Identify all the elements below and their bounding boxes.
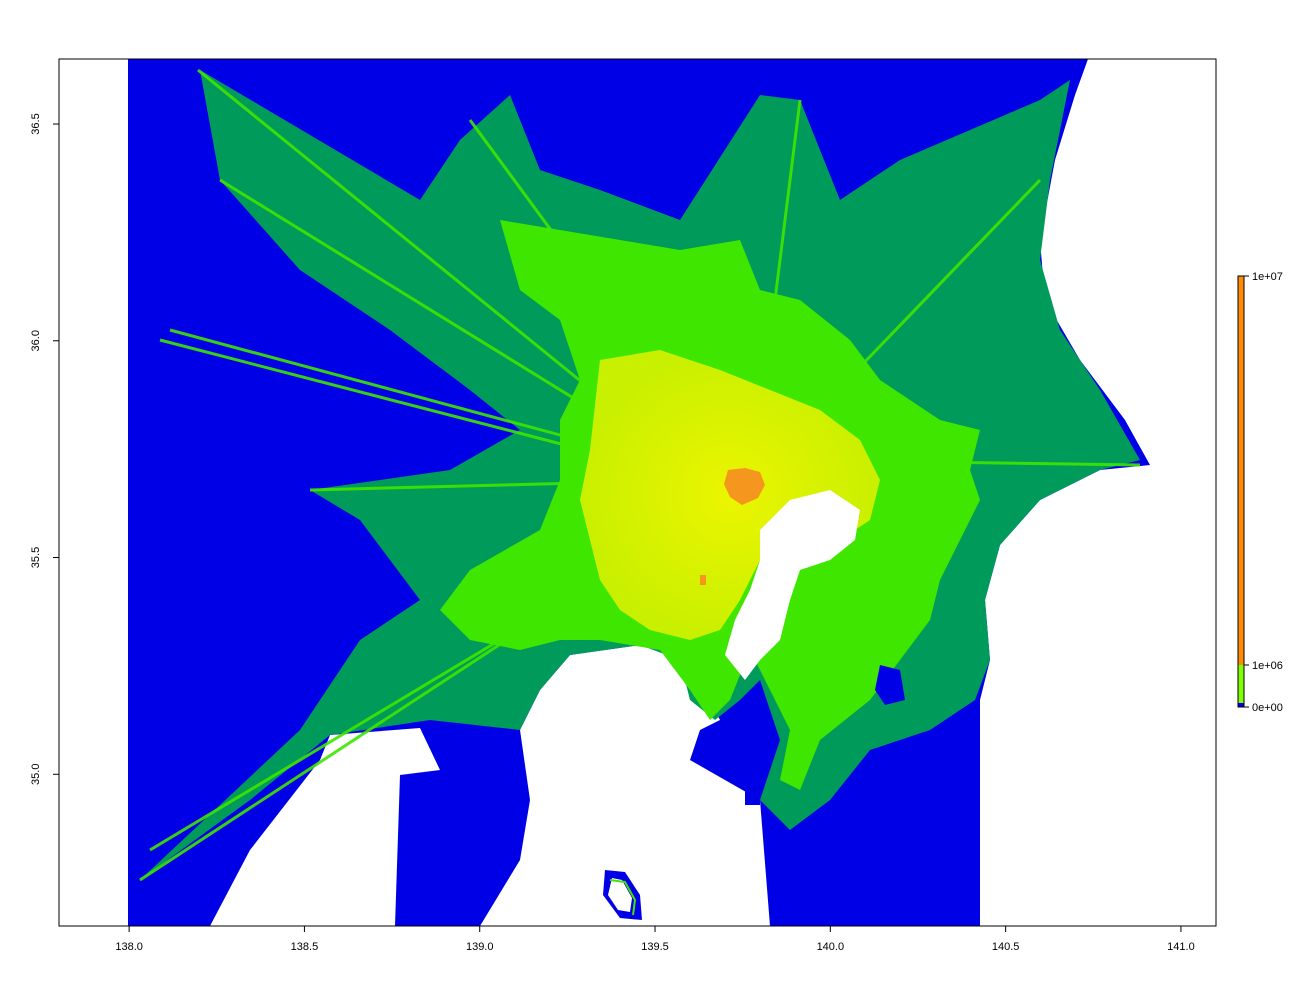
raster-layer xyxy=(128,59,1216,926)
plot-frame xyxy=(58,58,1217,927)
y-tick-label: 36.5 xyxy=(30,113,42,134)
y-tick-label: 35.5 xyxy=(30,547,42,568)
pacific-ocean-east xyxy=(980,59,1216,926)
legend: 0e+00 1e+06 1e+07 xyxy=(1237,271,1283,714)
legend-tick-label: 1e+06 xyxy=(1252,660,1283,672)
tokyo-bay xyxy=(725,490,860,680)
x-tick-label: 139.5 xyxy=(641,941,669,953)
island-small xyxy=(745,790,760,805)
boso-low-pocket xyxy=(875,665,905,705)
x-tick-label: 139.0 xyxy=(466,941,494,953)
y-tick-label: 36.0 xyxy=(30,330,42,351)
x-tick-label: 138.0 xyxy=(115,941,143,953)
legend-tick-label: 0e+00 xyxy=(1252,702,1283,714)
x-tick-label: 138.5 xyxy=(291,941,319,953)
ocean-sagami xyxy=(480,645,770,926)
x-tick-label: 141.0 xyxy=(1167,941,1195,953)
y-axis: 35.0 35.5 36.0 36.5 xyxy=(30,113,59,785)
x-tick-label: 140.5 xyxy=(992,941,1020,953)
legend-frame xyxy=(1237,275,1245,708)
y-tick-label: 35.0 xyxy=(30,764,42,785)
island-oshima-coast xyxy=(609,879,637,916)
x-axis: 138.0 138.5 139.0 139.5 140.0 140.5 141.0 xyxy=(115,926,1195,953)
ocean-south xyxy=(210,728,440,926)
island-oshima-inner xyxy=(608,878,632,912)
legend-color-segment xyxy=(1238,702,1244,707)
legend-color-segment xyxy=(1238,665,1244,703)
legend-color-segment xyxy=(1238,276,1244,665)
x-tick-label: 140.0 xyxy=(817,941,845,953)
region-high-spot xyxy=(700,575,706,585)
legend-tick-label: 1e+07 xyxy=(1252,271,1283,283)
region-high xyxy=(724,468,765,505)
